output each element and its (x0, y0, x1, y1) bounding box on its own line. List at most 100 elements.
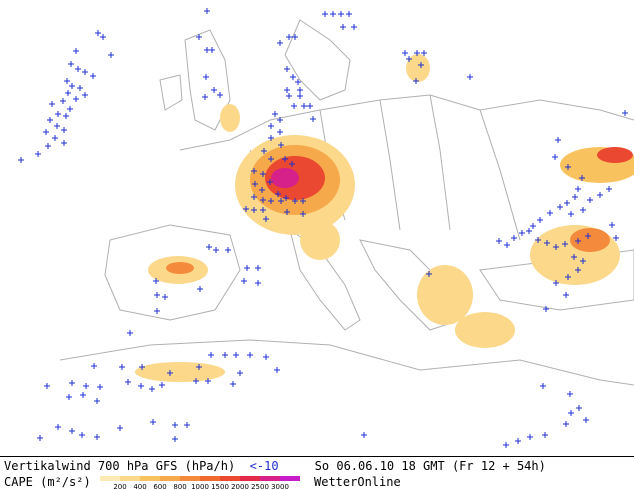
plus-marker (568, 211, 574, 217)
plus-marker (54, 123, 60, 129)
plus-marker (526, 228, 532, 234)
plus-marker (251, 168, 257, 174)
plus-marker (159, 382, 165, 388)
plus-marker (64, 78, 70, 84)
plus-marker (82, 69, 88, 75)
plus-marker (90, 73, 96, 79)
plus-marker (259, 187, 265, 193)
plus-marker (125, 379, 131, 385)
plus-marker (69, 428, 75, 434)
plus-marker (255, 280, 261, 286)
plus-marker (540, 383, 546, 389)
plus-marker (555, 137, 561, 143)
plus-marker (117, 425, 123, 431)
cape-area-algeria (135, 362, 225, 382)
plus-marker (515, 438, 521, 444)
plus-marker (622, 110, 628, 116)
plus-marker (139, 364, 145, 370)
plus-marker (204, 8, 210, 14)
plus-marker (153, 278, 159, 284)
plus-marker (426, 271, 432, 277)
plus-marker (263, 216, 269, 222)
plus-marker (413, 78, 419, 84)
border-line-5 (479, 109, 521, 241)
scale-swatch (100, 476, 120, 481)
valid-time: So 06.06.10 18 GMT (Fr 12 + 54h) (314, 459, 546, 473)
plus-marker (243, 206, 249, 212)
plus-marker (154, 292, 160, 298)
plus-marker (193, 378, 199, 384)
plus-marker (119, 364, 125, 370)
plus-marker (275, 191, 281, 197)
plus-marker (260, 197, 266, 203)
plus-marker (138, 383, 144, 389)
plus-marker (567, 391, 573, 397)
plus-marker (241, 278, 247, 284)
plus-marker (268, 123, 274, 129)
plus-marker (251, 207, 257, 213)
plus-marker (94, 398, 100, 404)
plus-marker (255, 265, 261, 271)
scale-tick-label: 2000 (231, 483, 249, 490)
plus-marker (575, 186, 581, 192)
plus-marker (565, 274, 571, 280)
plus-marker (267, 179, 273, 185)
plus-marker (167, 370, 173, 376)
plus-marker (108, 52, 114, 58)
plus-marker (277, 129, 283, 135)
vertical-wind-markers (18, 8, 628, 448)
plus-marker (300, 198, 306, 204)
plus-marker (284, 66, 290, 72)
plus-marker (94, 434, 100, 440)
scale-swatch (140, 476, 160, 481)
plus-marker (60, 98, 66, 104)
plus-marker (162, 294, 168, 300)
scale-tick-label: 3000 (271, 483, 289, 490)
plus-marker (597, 192, 603, 198)
plus-marker (346, 11, 352, 17)
border-line-4 (429, 94, 451, 231)
threshold-label: <-10 (249, 459, 279, 473)
plus-marker (543, 306, 549, 312)
plus-marker (579, 175, 585, 181)
plus-marker (196, 364, 202, 370)
plus-marker (503, 442, 509, 448)
plus-marker (530, 223, 536, 229)
cape-area-scandinavia (406, 54, 430, 82)
scale-swatch (240, 476, 260, 481)
plus-marker (18, 157, 24, 163)
plus-marker (63, 113, 69, 119)
plus-marker (297, 93, 303, 99)
plus-marker (154, 308, 160, 314)
footer-line-1: Vertikalwind 700 hPa GFS (hPa/h) <-10 So… (4, 459, 546, 473)
plus-marker (609, 222, 615, 228)
plus-marker (69, 83, 75, 89)
plus-marker (43, 129, 49, 135)
cape-shading (135, 54, 634, 382)
weather-map (18, 8, 634, 448)
plus-marker (77, 85, 83, 91)
plus-marker (211, 87, 217, 93)
plus-marker (297, 87, 303, 93)
plus-marker (292, 198, 298, 204)
border-line-3 (379, 99, 401, 231)
plus-marker (230, 381, 236, 387)
scale-swatch (220, 476, 240, 481)
scale-tick-label: 200 (113, 483, 126, 490)
scale-swatch (180, 476, 200, 481)
plus-marker (208, 352, 214, 358)
plus-marker (237, 370, 243, 376)
plus-marker (263, 354, 269, 360)
plus-marker (73, 48, 79, 54)
scale-swatch (200, 476, 220, 481)
plus-marker (547, 210, 553, 216)
plus-marker (537, 217, 543, 223)
plus-marker (310, 116, 316, 122)
plus-marker (95, 30, 101, 36)
plus-marker (149, 386, 155, 392)
plus-marker (100, 34, 106, 40)
coast-iberia (104, 224, 241, 321)
brand-label: WetterOnline (314, 475, 401, 489)
plus-marker (286, 34, 292, 40)
plus-marker (338, 11, 344, 17)
